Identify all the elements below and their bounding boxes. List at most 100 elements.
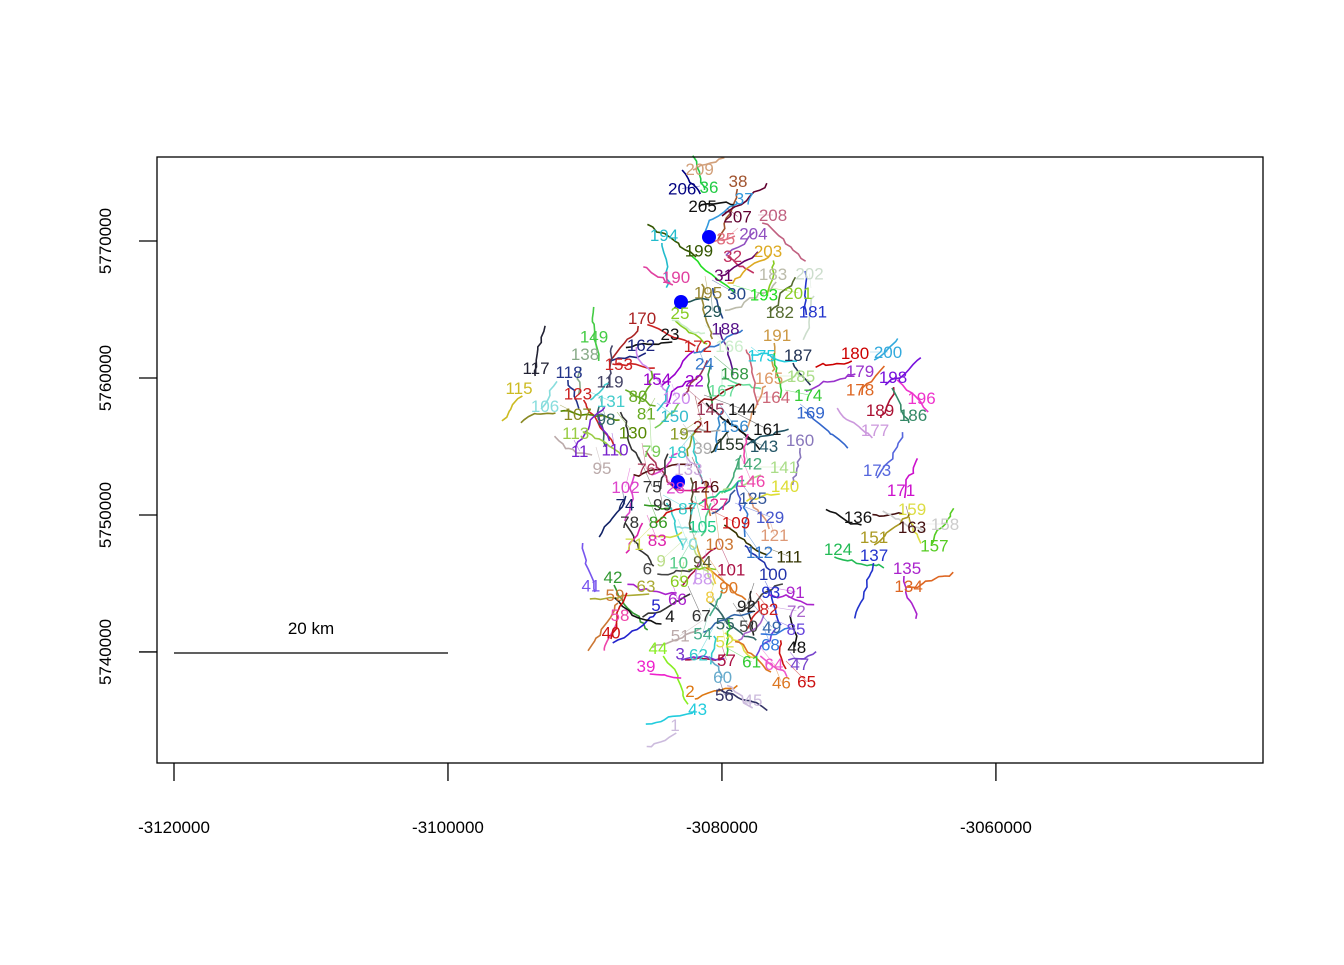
stream-label: 56 bbox=[715, 686, 734, 705]
stream-label: 172 bbox=[684, 337, 712, 356]
stream-line bbox=[747, 590, 755, 636]
stream-label: 145 bbox=[696, 400, 724, 419]
stream-line bbox=[742, 433, 749, 465]
stream-line bbox=[665, 502, 685, 548]
stream-line bbox=[712, 287, 724, 319]
point-marker bbox=[674, 295, 688, 309]
stream-label: 135 bbox=[893, 559, 921, 578]
stream-label: 134 bbox=[894, 577, 922, 596]
stream-label: 118 bbox=[555, 363, 582, 382]
stream-label: 160 bbox=[786, 431, 814, 450]
stream-label: 174 bbox=[794, 386, 822, 405]
stream-line bbox=[766, 260, 775, 297]
stream-label: 5 bbox=[651, 596, 660, 615]
stream-label: 42 bbox=[604, 568, 623, 587]
stream-label: 83 bbox=[648, 531, 667, 550]
point-marker bbox=[671, 475, 685, 489]
stream-line bbox=[705, 567, 747, 601]
y-tick-label: 5750000 bbox=[96, 482, 115, 548]
stream-label: 35 bbox=[716, 230, 735, 249]
stream-label: 37 bbox=[735, 189, 754, 208]
label-leader-line bbox=[734, 502, 771, 518]
stream-label: 207 bbox=[723, 208, 751, 227]
y-axis: 5740000 5750000 5760000 5770000 bbox=[96, 208, 157, 685]
stream-label: 181 bbox=[799, 303, 827, 322]
label-leader-line bbox=[679, 561, 685, 581]
stream-label: 22 bbox=[685, 372, 704, 391]
points bbox=[671, 230, 716, 489]
stream-label: 38 bbox=[729, 172, 748, 191]
stream-line bbox=[608, 352, 647, 363]
stream-label: 80 bbox=[629, 387, 648, 406]
stream-label: 203 bbox=[754, 242, 782, 261]
stream-line bbox=[624, 389, 656, 407]
stream-line bbox=[759, 655, 788, 678]
stream-line bbox=[681, 427, 721, 434]
stream-line bbox=[643, 504, 673, 510]
stream-label: 190 bbox=[662, 268, 690, 287]
stream-line bbox=[576, 366, 582, 395]
point-marker bbox=[702, 230, 716, 244]
stream-line bbox=[587, 602, 619, 652]
stream-label: 137 bbox=[860, 546, 888, 565]
label-leader-line bbox=[709, 575, 717, 598]
stream-line bbox=[745, 349, 759, 406]
label-leader-line bbox=[714, 507, 720, 544]
label-leader-line bbox=[593, 336, 598, 354]
stream-label: 74 bbox=[616, 496, 635, 515]
label-leader-line bbox=[633, 526, 652, 545]
label-leader-line bbox=[769, 520, 775, 536]
stream-line bbox=[742, 501, 749, 538]
stream-line bbox=[533, 325, 546, 377]
stream-label: 165 bbox=[755, 369, 783, 388]
plot-frame bbox=[156, 156, 1264, 764]
stream-label: 186 bbox=[899, 406, 927, 425]
stream-line bbox=[698, 479, 745, 505]
label-leader-line bbox=[680, 619, 704, 636]
label-leader-line bbox=[744, 446, 749, 464]
label-leader-line bbox=[682, 185, 701, 189]
stream-label: 79 bbox=[642, 442, 661, 461]
stream-label: 131 bbox=[597, 392, 625, 411]
stream-line bbox=[598, 416, 611, 442]
label-leader-line bbox=[662, 494, 688, 509]
stream-label: 136 bbox=[844, 508, 872, 527]
stream-line bbox=[703, 610, 755, 634]
stream-label: 23 bbox=[661, 325, 680, 344]
label-leader-lines bbox=[559, 185, 945, 696]
stream-label: 6 bbox=[643, 559, 652, 578]
stream-line bbox=[722, 376, 762, 390]
stream-label: 187 bbox=[784, 346, 812, 365]
label-leader-line bbox=[709, 477, 715, 505]
stream-label: 163 bbox=[898, 518, 926, 537]
stream-line bbox=[873, 338, 899, 361]
label-leader-line bbox=[762, 625, 771, 645]
stream-line bbox=[671, 319, 706, 335]
stream-line bbox=[735, 481, 743, 512]
stream-line bbox=[589, 593, 650, 601]
stream-label: 201 bbox=[784, 284, 812, 303]
stream-line bbox=[769, 593, 815, 606]
stream-label: 65 bbox=[797, 673, 816, 692]
label-leader-line bbox=[711, 593, 726, 624]
stream-line bbox=[762, 222, 807, 262]
stream-line bbox=[724, 281, 777, 312]
stream-label: 149 bbox=[580, 327, 608, 346]
stream-line bbox=[540, 380, 558, 410]
stream-line bbox=[681, 169, 702, 195]
y-tick-label: 5740000 bbox=[96, 619, 115, 685]
y-tick-label: 5770000 bbox=[96, 208, 115, 274]
stream-line bbox=[700, 502, 712, 537]
stream-line bbox=[603, 622, 618, 651]
stream-label: 24 bbox=[695, 354, 714, 373]
stream-label: 209 bbox=[685, 160, 713, 179]
stream-label: 169 bbox=[796, 404, 824, 423]
stream-line bbox=[706, 363, 714, 415]
stream-label: 120 bbox=[662, 389, 690, 408]
stream-line bbox=[773, 352, 783, 399]
stream-label: 158 bbox=[931, 515, 959, 534]
stream-line bbox=[836, 407, 873, 439]
stream-label: 59 bbox=[606, 586, 625, 605]
stream-line bbox=[815, 360, 853, 369]
